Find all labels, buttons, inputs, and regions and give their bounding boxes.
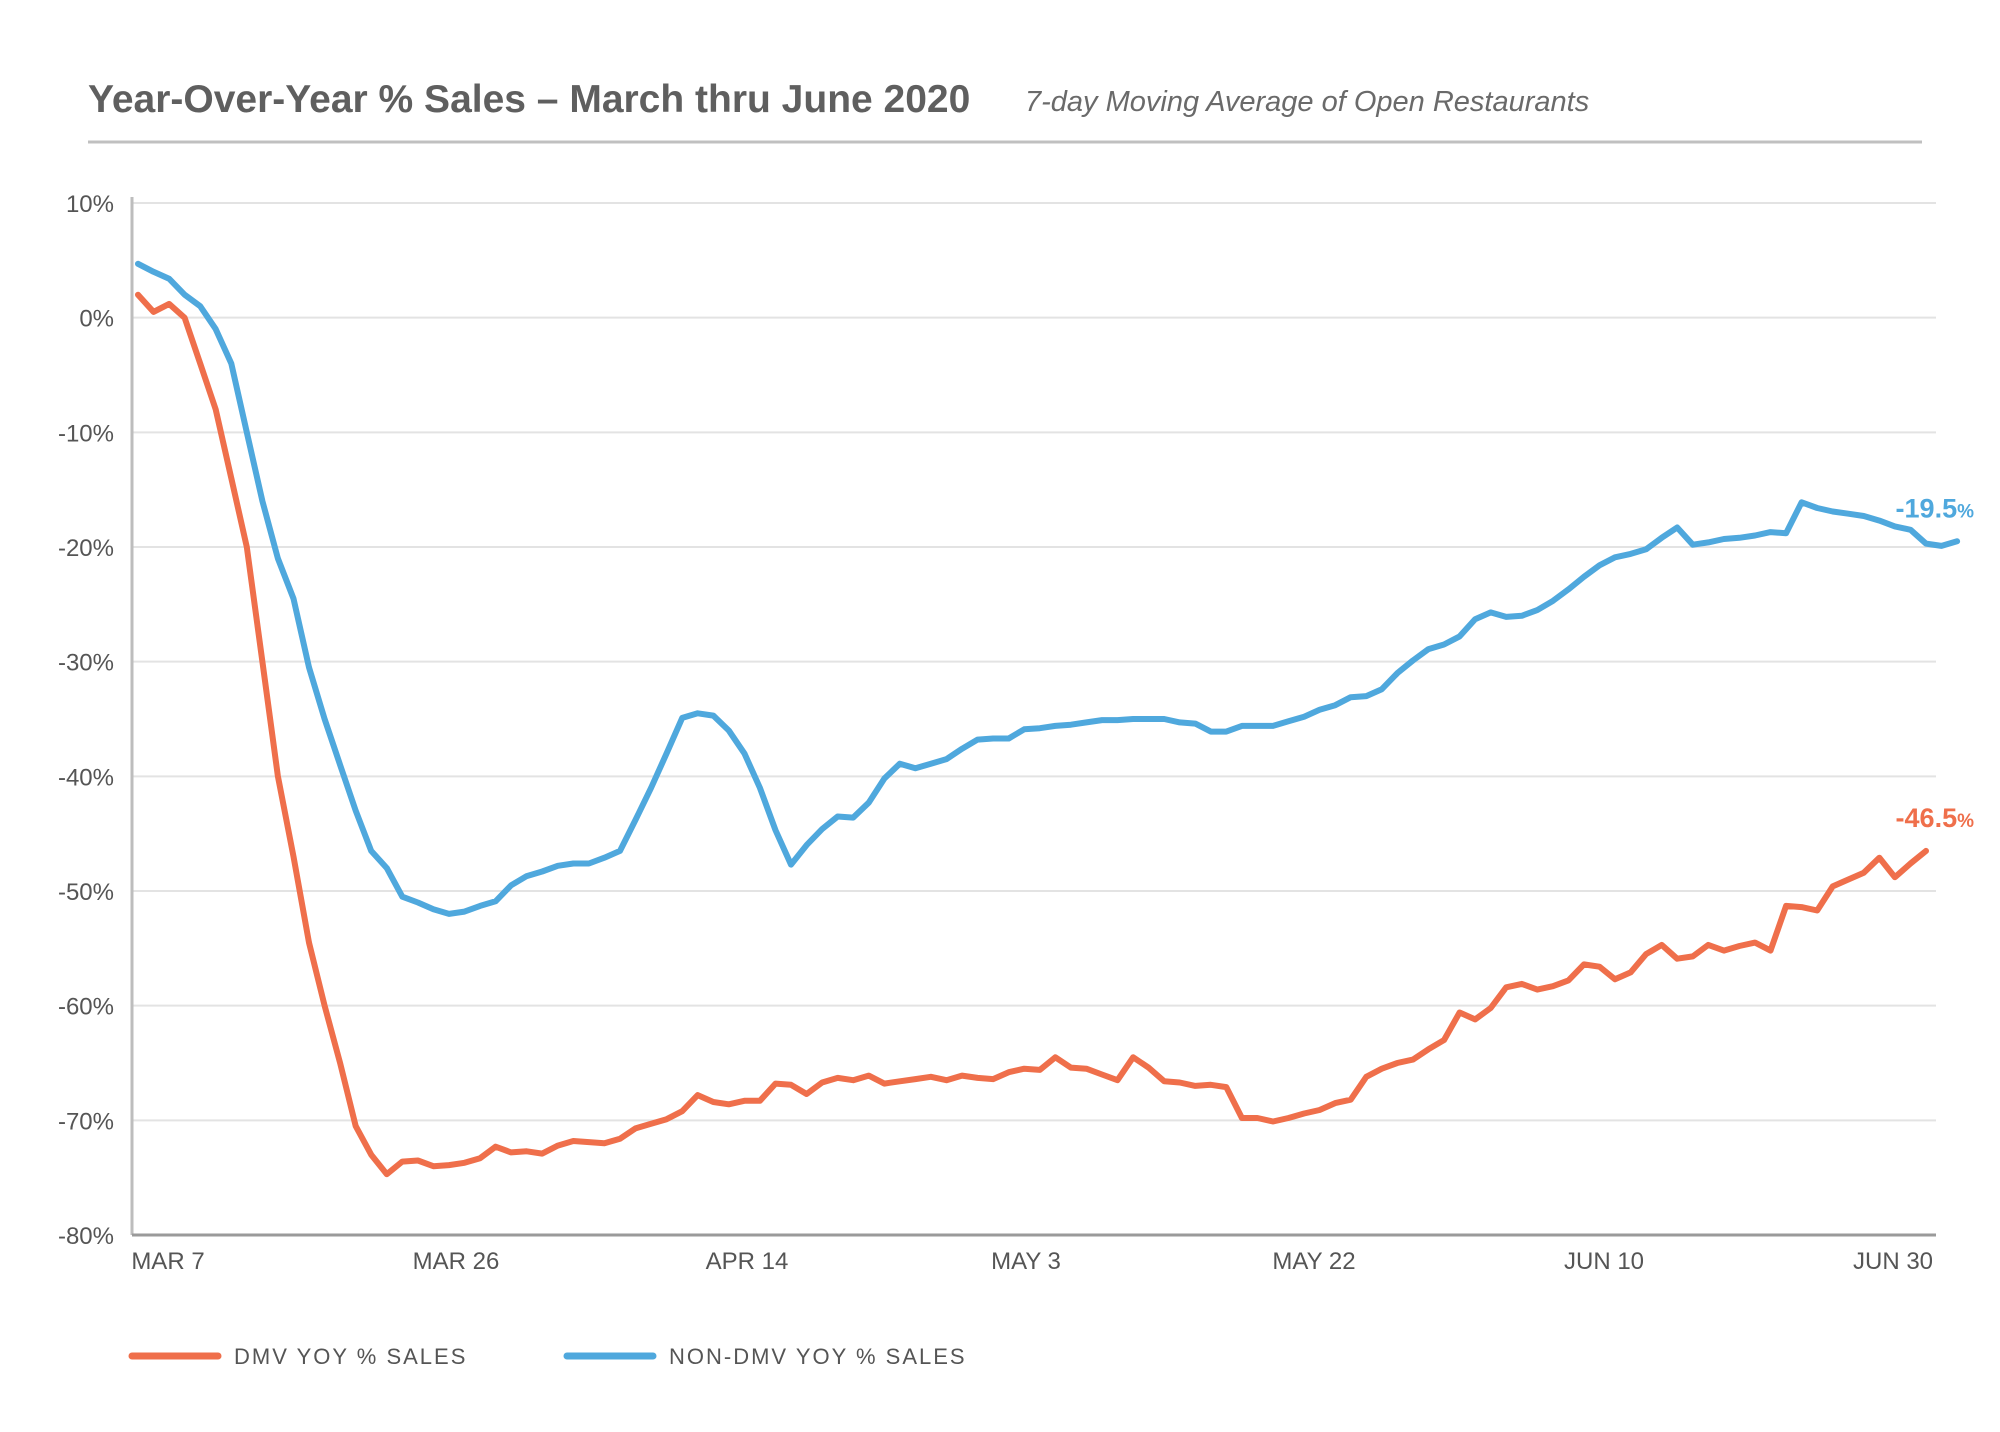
chart-title: Year-Over-Year % Sales – March thru June…	[88, 78, 970, 121]
end-labels: -46.5%-19.5%	[1896, 493, 1975, 833]
series-line-0	[135, 291, 1929, 1178]
legend-label-0: DMV YOY % SALES	[234, 1344, 467, 1369]
y-tick-label: -10%	[58, 420, 114, 447]
end-label-unit: %	[1957, 501, 1974, 522]
x-tick-label: MAY 22	[1272, 1248, 1355, 1275]
end-label-value: -46.5	[1896, 803, 1958, 833]
chart-subtitle: 7-day Moving Average of Open Restaurants	[1025, 86, 1589, 118]
x-tick-label: MAR 26	[413, 1248, 500, 1275]
y-tick-label: -20%	[58, 535, 114, 562]
y-tick-label: -50%	[58, 879, 114, 906]
gridlines	[132, 202, 1936, 1236]
end-label-value: -19.5	[1896, 493, 1958, 523]
x-tick-label: APR 14	[706, 1248, 789, 1275]
y-axis-ticks: 10% 0% -10% -20% -30% -40% -50% -60% -70% -80%	[58, 191, 114, 1250]
y-tick-label: -60%	[58, 994, 114, 1021]
x-tick-label: MAR 7	[131, 1248, 204, 1275]
y-tick-label: -40%	[58, 764, 114, 791]
series-line-1	[135, 260, 1961, 917]
y-tick-label: -30%	[58, 650, 114, 677]
legend: DMV YOY % SALES NON-DMV YOY % SALES	[128, 1344, 967, 1369]
x-axis-ticks: MAR 7 MAR 26 APR 14 MAY 3 MAY 22 JUN 10 JUN 30	[131, 1248, 1933, 1275]
x-tick-label: MAY 3	[991, 1248, 1061, 1275]
series-end-label-1: -19.5%	[1896, 493, 1975, 523]
y-tick-label: 10%	[66, 191, 114, 218]
series-end-label-0: -46.5%	[1896, 803, 1975, 833]
series-lines	[135, 260, 1961, 1178]
y-tick-label: -70%	[58, 1108, 114, 1135]
axes	[130, 197, 1936, 1237]
y-tick-label: -80%	[58, 1223, 114, 1250]
legend-label-1: NON-DMV YOY % SALES	[669, 1344, 967, 1369]
end-label-unit: %	[1957, 811, 1974, 832]
y-tick-label: 0%	[79, 306, 114, 333]
x-tick-label: JUN 10	[1564, 1248, 1644, 1275]
x-tick-label: JUN 30	[1853, 1248, 1933, 1275]
